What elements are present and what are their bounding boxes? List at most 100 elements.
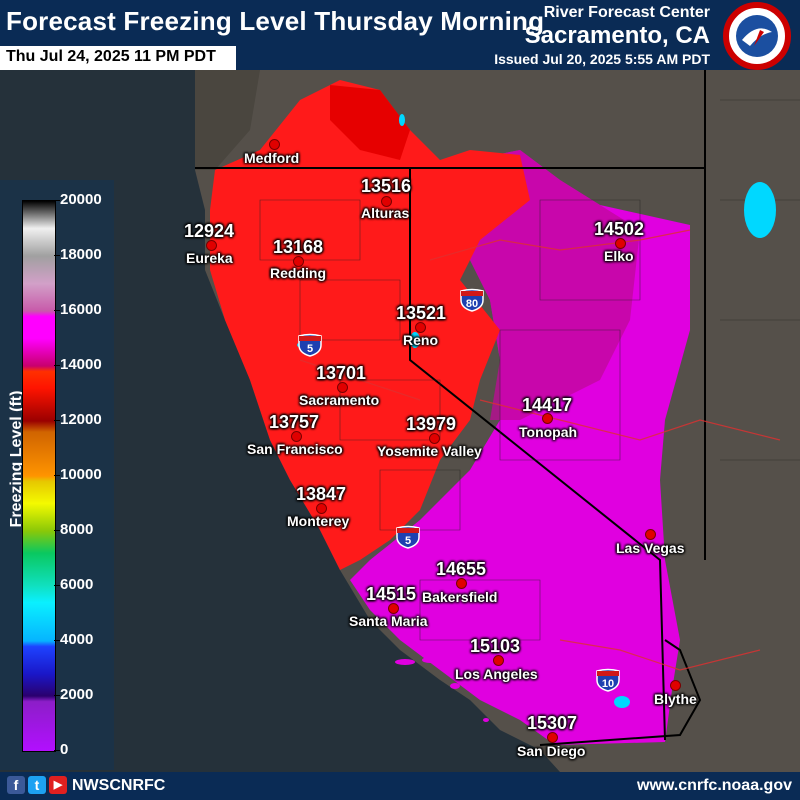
nws-logo-icon [723, 2, 791, 70]
city-name-san-francisco: San Francisco [247, 441, 343, 457]
color-scale-bar [22, 200, 56, 752]
terrain-shade [195, 70, 260, 170]
youtube-icon[interactable]: ▶ [49, 776, 67, 794]
legend-tick-mark [54, 640, 60, 641]
red-dark-zone [330, 85, 410, 160]
city-value-bakersfield: 14655 [436, 559, 487, 579]
legend-tick-mark [54, 310, 60, 311]
twitter-icon[interactable]: t [28, 776, 46, 794]
city-name-elko: Elko [604, 248, 634, 264]
city-value-santa-maria: 14515 [366, 584, 417, 604]
office-name: Sacramento, CA [524, 22, 710, 49]
city-name-las-vegas: Las Vegas [616, 540, 685, 556]
city-value-sacramento: 13701 [316, 363, 367, 383]
city-value-tonopah: 14417 [522, 395, 573, 415]
city-marker-eureka [206, 240, 217, 251]
city-marker-santa-maria [388, 603, 399, 614]
city-marker-reno [415, 322, 426, 333]
city-name-monterey: Monterey [287, 513, 350, 529]
map-title: Forecast Freezing Level Thursday Morning [6, 6, 545, 36]
legend-tick-label: 16000 [60, 301, 102, 318]
city-marker-redding [293, 256, 304, 267]
legend-tick-label: 18000 [60, 246, 102, 263]
city-marker-tonopah [542, 413, 553, 424]
city-marker-sacramento [337, 382, 348, 393]
rivers [299, 229, 781, 671]
valid-time-box: Thu Jul 24, 2025 11 PM PDT [0, 46, 236, 70]
city-value-san-francisco: 13757 [269, 412, 320, 432]
city-name-yosemite-valley: Yosemite Valley [377, 443, 482, 459]
city-marker-elko [615, 238, 626, 249]
city-value-los-angeles: 15103 [470, 636, 521, 656]
website-link[interactable]: www.cnrfc.noaa.gov [637, 777, 792, 794]
city-marker-las-vegas [645, 529, 656, 540]
city-name-medford: Medford [244, 150, 300, 166]
city-name-redding: Redding [270, 265, 326, 281]
legend-tick-mark [54, 750, 60, 751]
color-legend: Freezing Level (ft) 20000 18000 16000 14000… [0, 180, 114, 770]
city-name-bakersfield: Bakersfield [422, 589, 498, 605]
i10-label: 10 [602, 678, 614, 690]
legend-tick-label: 0 [60, 741, 69, 758]
legend-tick-mark [54, 365, 60, 366]
city-value-elko: 14502 [594, 219, 645, 239]
legend-tick-label: 12000 [60, 411, 102, 428]
legend-tick-label: 6000 [60, 576, 94, 593]
city-value-yosemite-valley: 13979 [406, 414, 457, 434]
city-marker-san-francisco [291, 431, 302, 442]
city-name-san-diego: San Diego [517, 743, 586, 759]
issued-time: Issued Jul 20, 2025 5:55 AM PDT [494, 51, 710, 67]
legend-tick-mark [54, 530, 60, 531]
social-handle[interactable]: NWSCNRFC [72, 777, 166, 794]
i5-label: 5 [307, 343, 313, 355]
channel-islands [395, 657, 494, 722]
city-name-santa-maria: Santa Maria [349, 613, 428, 629]
city-name-eureka: Eureka [186, 250, 233, 266]
city-value-redding: 13168 [273, 237, 324, 257]
valid-time: Thu Jul 24, 2025 11 PM PDT [6, 48, 216, 65]
city-name-alturas: Alturas [361, 205, 410, 221]
city-name-sacramento: Sacramento [299, 392, 380, 408]
city-marker-yosemite-valley [429, 433, 440, 444]
lakes [297, 114, 776, 708]
red-freezing-zone [210, 80, 530, 570]
interstate-10-shield-icon: 10 [596, 668, 620, 692]
city-marker-medford [269, 139, 280, 150]
legend-tick-label: 2000 [60, 686, 94, 703]
facebook-icon[interactable]: f [7, 776, 25, 794]
city-value-san-diego: 15307 [527, 713, 578, 733]
legend-tick-label: 8000 [60, 521, 94, 538]
city-name-tonopah: Tonopah [519, 424, 578, 440]
city-value-eureka: 12924 [184, 221, 235, 241]
legend-tick-label: 4000 [60, 631, 94, 648]
legend-tick-mark [54, 585, 60, 586]
city-marker-san-diego [547, 732, 558, 743]
i80-label: 80 [466, 298, 478, 310]
city-name-blythe: Blythe [654, 691, 697, 707]
city-value-alturas: 13516 [361, 176, 412, 196]
legend-tick-label: 20000 [60, 191, 102, 208]
header-bar: Forecast Freezing Level Thursday Morning… [0, 0, 800, 70]
city-marker-los-angeles [493, 655, 504, 666]
city-marker-monterey [316, 503, 327, 514]
agency-name: River Forecast Center [543, 4, 710, 21]
footer-bar: f t ▶ NWSCNRFC www.cnrfc.noaa.gov [0, 772, 800, 800]
legend-tick-mark [54, 200, 60, 201]
interstate-5-shield-icon: 5 [298, 333, 322, 357]
city-name-reno: Reno [403, 332, 438, 348]
city-marker-bakersfield [456, 578, 467, 589]
legend-tick-mark [54, 255, 60, 256]
city-value-monterey: 13847 [296, 484, 347, 504]
legend-tick-mark [54, 420, 60, 421]
i5-south-label: 5 [405, 535, 411, 547]
city-marker-blythe [670, 680, 681, 691]
legend-tick-mark [54, 475, 60, 476]
city-name-los-angeles: Los Angeles [455, 666, 538, 682]
city-value-reno: 13521 [396, 303, 447, 323]
interstate-5-south-shield-icon: 5 [396, 525, 420, 549]
legend-tick-label: 10000 [60, 466, 102, 483]
legend-tick-mark [54, 695, 60, 696]
interstate-80-shield-icon: 80 [460, 288, 484, 312]
